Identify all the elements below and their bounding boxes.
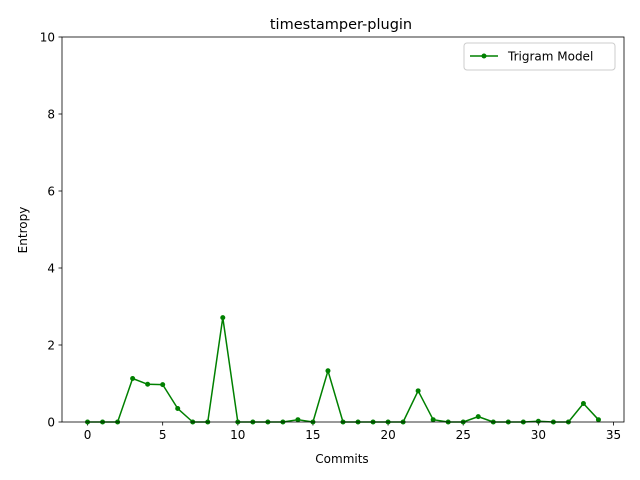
y-tick-label: 6 [47,185,55,199]
legend-marker-sample [481,53,487,59]
data-point [175,406,181,412]
data-point [160,382,166,388]
data-point [220,315,226,321]
x-axis-label: Commits [315,452,368,466]
x-tick-label: 25 [456,428,471,442]
data-point [430,417,436,423]
x-tick-label: 30 [531,428,546,442]
data-point [580,401,586,407]
legend-box [463,42,616,71]
y-tick-label: 2 [47,339,55,353]
data-point [535,418,541,424]
data-point [415,388,421,394]
legend: Trigram Model [463,42,616,71]
data-point [130,375,136,381]
y-axis-ticks: 0 2 4 6 8 10 [40,31,62,430]
x-tick-label: 35 [606,428,621,442]
y-tick-label: 4 [47,262,55,276]
data-point [295,417,301,423]
data-point [325,368,331,374]
y-tick-label: 0 [47,416,55,430]
x-tick-label: 5 [159,428,167,442]
x-tick-label: 0 [84,428,92,442]
axes-frame [61,36,625,423]
chart-title: timestamper-plugin [270,17,412,33]
y-axis-label: Entropy [16,207,30,254]
x-tick-label: 10 [230,428,245,442]
data-point [475,414,481,420]
data-point [145,381,151,387]
plot-area [62,37,624,422]
x-tick-label: 20 [380,428,395,442]
x-tick-label: 15 [305,428,320,442]
plot-spines [61,36,625,423]
x-axis-ticks: 0 5 10 15 20 25 30 35 [84,422,621,442]
y-tick-label: 8 [47,108,55,122]
data-point [595,417,601,423]
legend-label: Trigram Model [507,50,593,64]
y-tick-label: 10 [40,31,55,45]
